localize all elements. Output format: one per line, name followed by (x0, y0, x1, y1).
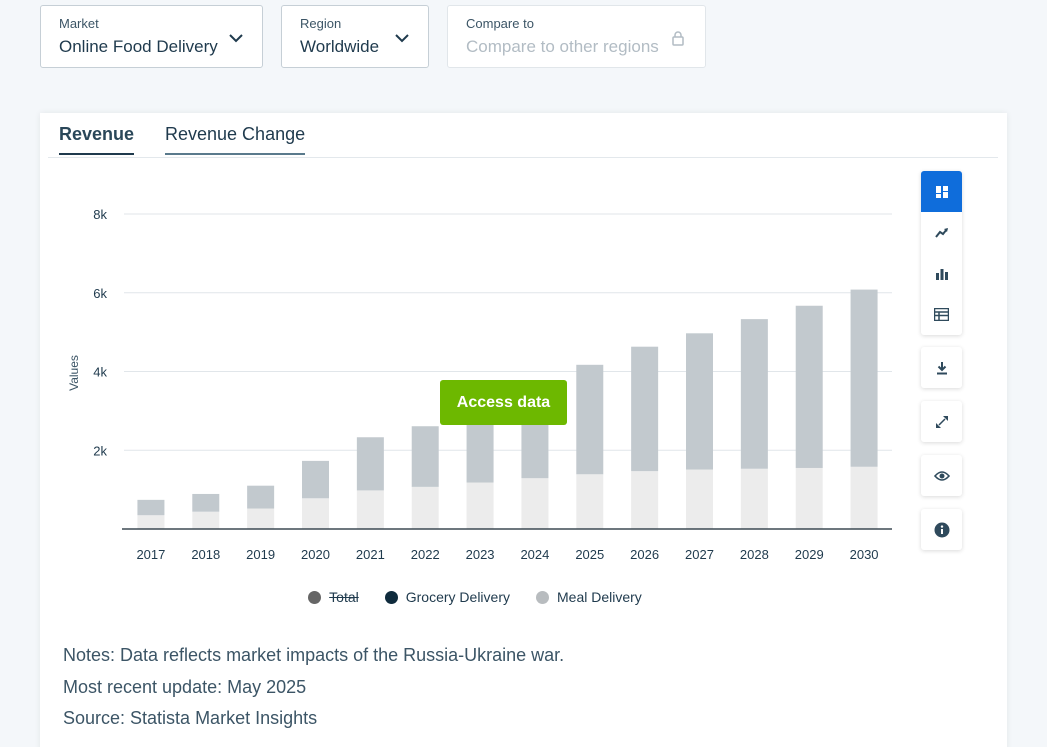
market-select[interactable]: Market Online Food Delivery (40, 5, 263, 68)
chart-type-toolbar (921, 171, 962, 335)
eye-icon (933, 470, 950, 481)
notes-text: Notes: Data reflects market impacts of t… (63, 645, 565, 665)
y-tick-label: 4k (93, 365, 107, 380)
update-text: Most recent update: May 2025 (63, 676, 307, 697)
bar-meal-delivery (411, 486, 439, 529)
legend-label-meal: Meal Delivery (557, 589, 642, 605)
bar-grocery-delivery (411, 426, 439, 487)
bar-grocery-delivery (686, 333, 713, 470)
bar-grocery-delivery (740, 319, 768, 469)
bar-grocery-delivery (247, 485, 275, 509)
chart-notes: Notes: Data reflects market impacts of t… (63, 640, 564, 735)
compare-placeholder: Compare to other regions (466, 37, 659, 56)
bar-meal-delivery (356, 490, 384, 529)
bar-meal-delivery (466, 482, 494, 529)
bar-chart-button[interactable] (921, 253, 962, 294)
legend-label-total: Total (329, 589, 359, 605)
table-view-button[interactable] (921, 294, 962, 335)
download-button[interactable] (921, 347, 962, 388)
bar-meal-delivery (247, 508, 275, 529)
region-label: Region (300, 16, 342, 31)
y-axis-title: Values (67, 355, 81, 391)
x-tick-label: 2025 (575, 547, 604, 562)
x-tick-label: 2024 (520, 547, 549, 562)
bar-meal-delivery (302, 498, 329, 529)
expand-toolbar (921, 401, 962, 442)
revenue-bar-chart: 2k 4k 6k 8k Values 2017 2018 2019 2020 2021 2022 20… (67, 207, 892, 562)
bar-chart-icon (935, 268, 948, 280)
y-tick-label: 6k (93, 286, 107, 301)
x-tick-label: 2017 (136, 547, 165, 562)
bar-meal-delivery (192, 511, 220, 529)
tab-revenue-change[interactable]: Revenue Change (165, 124, 306, 155)
legend-dot-meal (536, 590, 549, 604)
bar-meal-delivery (795, 467, 823, 529)
info-toolbar (921, 509, 962, 550)
bar-meal-delivery (631, 471, 659, 529)
x-tick-label: 2018 (191, 547, 220, 562)
x-tick-label: 2019 (246, 547, 275, 562)
tab-revenue[interactable]: Revenue (59, 124, 135, 155)
bar-meal-delivery (521, 478, 549, 529)
compare-label: Compare to (466, 16, 534, 31)
dashboard-button[interactable] (921, 171, 962, 212)
access-data-button[interactable]: Access data (440, 380, 567, 425)
tab-bar: Revenue Revenue Change (48, 113, 998, 158)
bar-grocery-delivery (850, 289, 878, 467)
bar-meal-delivery (686, 469, 713, 529)
expand-button[interactable] (921, 401, 962, 442)
expand-icon (935, 415, 948, 428)
source-text: Source: Statista Market Insights (63, 708, 318, 728)
bar-meal-delivery (137, 515, 165, 529)
market-value: Online Food Delivery (59, 37, 218, 56)
x-tick-label: 2029 (795, 547, 824, 562)
bar-grocery-delivery (466, 418, 494, 483)
table-icon (934, 308, 949, 321)
x-tick-label: 2020 (301, 547, 330, 562)
region-value: Worldwide (300, 37, 380, 56)
legend-item-meal[interactable]: Meal Delivery (536, 589, 642, 605)
bar-grocery-delivery (356, 437, 384, 491)
x-tick-label: 2021 (356, 547, 385, 562)
market-label: Market (59, 16, 99, 31)
download-toolbar (921, 347, 962, 388)
visibility-button[interactable] (921, 455, 962, 496)
bar-meal-delivery (740, 468, 768, 529)
bar-grocery-delivery (631, 346, 659, 472)
line-chart-button[interactable] (921, 212, 962, 253)
dashboard-icon (935, 185, 948, 198)
x-tick-label: 2028 (740, 547, 769, 562)
bar-meal-delivery (576, 474, 604, 529)
region-select[interactable]: Region Worldwide (281, 5, 429, 68)
lock-icon (672, 31, 684, 46)
legend-item-total[interactable]: Total (308, 589, 359, 605)
download-icon (936, 361, 947, 374)
bar-meal-delivery (850, 466, 878, 529)
bar-grocery-delivery (137, 499, 165, 516)
legend-dot-total (308, 590, 322, 604)
compare-select[interactable]: Compare to Compare to other regions (447, 5, 706, 68)
legend-label-grocery: Grocery Delivery (405, 589, 510, 605)
bar-grocery-delivery (576, 364, 604, 475)
trend-line-icon (934, 227, 948, 238)
x-tick-label: 2023 (466, 547, 495, 562)
bar-grocery-delivery (302, 460, 329, 499)
x-tick-label: 2030 (850, 547, 879, 562)
visibility-toolbar (921, 455, 962, 496)
x-tick-label: 2022 (411, 547, 440, 562)
chevron-down-icon (229, 34, 243, 43)
chart-card: Revenue Revenue Change 2k 4k 6k 8k Values 201… (40, 113, 1007, 747)
legend-dot-grocery (384, 590, 398, 604)
info-button[interactable] (921, 509, 962, 550)
bar-grocery-delivery (795, 305, 823, 468)
x-tick-label: 2026 (630, 547, 659, 562)
y-tick-label: 8k (93, 207, 107, 222)
chevron-down-icon (395, 34, 409, 43)
chart-legend: Total Grocery Delivery Meal Delivery (40, 589, 910, 605)
legend-item-grocery[interactable]: Grocery Delivery (384, 589, 510, 605)
info-icon (934, 522, 949, 537)
bar-grocery-delivery (192, 493, 220, 512)
x-tick-label: 2027 (685, 547, 714, 562)
y-tick-label: 2k (93, 443, 107, 458)
